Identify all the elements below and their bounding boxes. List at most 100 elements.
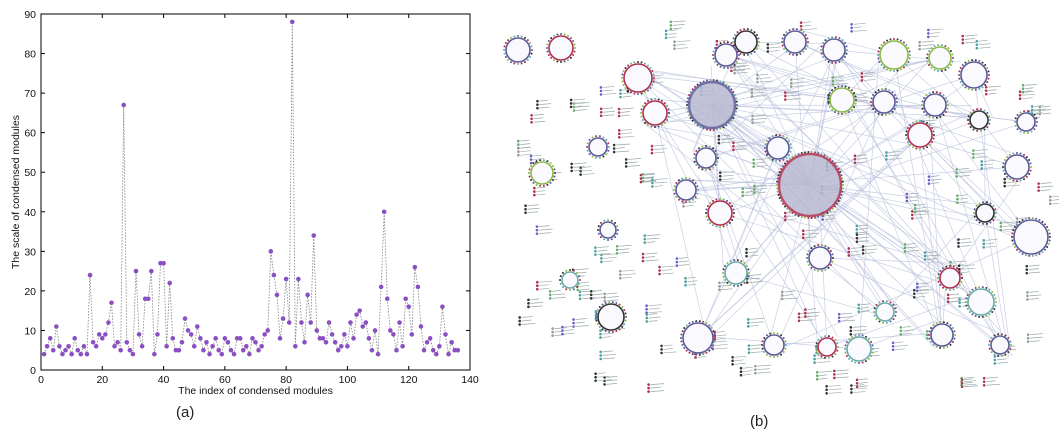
hub-member-node [958,74,960,76]
hub-member-node [726,200,728,202]
small-node-link [1025,84,1037,85]
small-node-link [651,384,665,385]
data-point [290,20,295,25]
small-node-link [895,349,905,350]
hub-member-node [822,56,824,58]
small-node-link [803,29,817,30]
hub-member-node [962,84,964,86]
hub-member-node [586,146,588,148]
hub-member-node [726,262,728,264]
hub-member-node [539,185,541,187]
small-node-point [754,365,757,368]
data-point [134,269,139,274]
small-node-link [662,266,676,267]
hub-member-node [828,335,830,337]
hub-member-node [615,330,617,332]
small-node-point [855,225,858,228]
hub-member-node [831,62,833,64]
hub-member-node [773,356,775,358]
hub-member-node [893,38,895,40]
hub-member-node [762,340,764,342]
small-node-link [979,40,988,41]
hub-member-node [892,304,894,306]
small-node-point [1003,178,1006,181]
small-node-point [618,115,621,118]
small-node-point [1037,182,1040,185]
hub-member-node [743,54,745,56]
small-node-point [619,92,622,95]
hub-member-node [936,117,938,119]
small-node-link [528,212,539,213]
hub-member-node [928,334,930,336]
hub-member-node [821,270,823,272]
small-node-link [576,326,589,327]
hub-member-node [664,122,666,124]
small-node-point [838,320,841,323]
small-node-point [536,281,539,284]
small-node-cluster [613,144,630,154]
hub-member-node [747,276,749,278]
small-node-link [697,356,706,357]
hub-member-node [527,59,529,61]
hub-member-node [775,134,777,136]
hub-member-node [723,126,725,128]
small-node-point [740,374,743,377]
small-node-link [719,40,728,41]
small-node-point [600,93,603,96]
small-node-link [1041,186,1053,187]
small-node-point [533,190,536,193]
small-node-point [1026,298,1029,301]
small-node-link [539,285,549,286]
small-node-point [904,247,907,250]
small-node-point [957,245,960,248]
small-node-link [895,342,903,343]
hub-member-node [748,272,750,274]
hub-member-node [842,181,844,183]
hub-node [597,219,619,241]
small-node-point [1016,217,1019,220]
hub-member-node [1027,110,1029,112]
small-node-point [800,21,803,24]
hub-member-node [943,114,945,116]
small-node-point [885,155,888,158]
hub-member-node [714,341,716,343]
hub-node [870,88,898,116]
small-node-link [721,139,734,140]
hub-member-node [862,334,864,336]
hub-member-node [782,37,784,39]
small-node-link [735,356,746,357]
small-node-link [1007,182,1021,183]
hub-member-node [505,42,507,44]
hub-circle [1005,155,1029,179]
hub-member-node [872,344,874,346]
hub-member-node [697,189,699,191]
small-node-point [718,285,721,288]
hub-member-node [723,198,725,200]
hub-member-node [798,153,800,155]
data-point [364,320,369,325]
hub-member-node [782,135,784,137]
hub-member-node [915,120,917,122]
small-node-point [854,161,857,164]
hub-member-node [734,64,736,66]
hub-member-node [820,153,822,155]
hub-member-node [968,123,970,125]
hub-member-node [870,355,872,357]
hub-member-node [729,202,731,204]
small-node-link [965,35,978,36]
hub-circle [1017,113,1035,131]
hub-member-node [546,184,548,186]
hub-member-node [699,126,701,128]
hub-member-node [932,91,934,93]
hub-member-node [820,49,822,51]
hub-member-node [835,62,837,64]
hub-member-node [732,117,734,119]
hub-member-node [929,92,931,94]
small-node-link [836,373,847,374]
hub-member-node [675,196,677,198]
hub-member-node [1038,253,1040,255]
hub-member-node [874,315,876,317]
small-node-link [854,23,866,24]
x-tick-label: 20 [96,374,108,386]
hub-member-node [880,64,882,66]
